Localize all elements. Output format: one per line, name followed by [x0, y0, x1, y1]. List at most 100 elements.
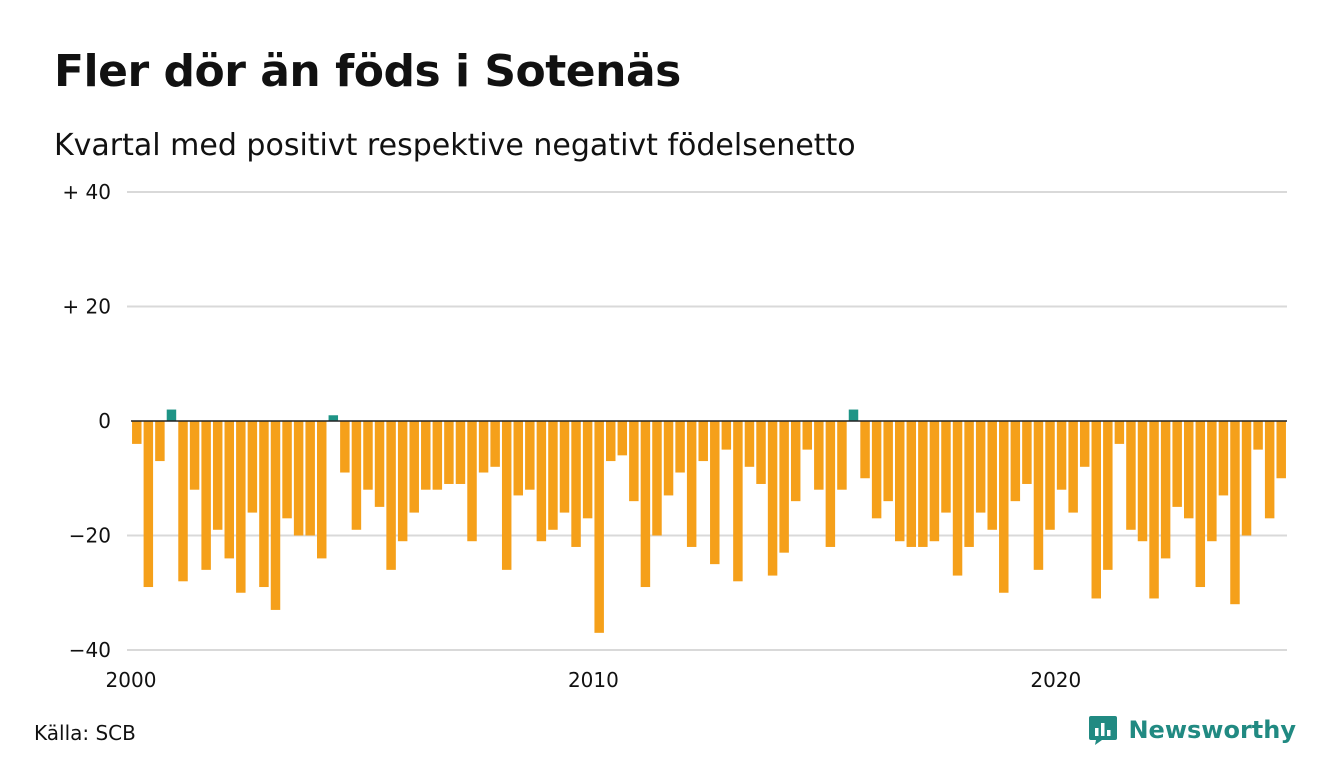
bar: [1160, 421, 1171, 559]
bar: [536, 421, 547, 542]
bar: [513, 421, 523, 496]
bar: [837, 421, 847, 490]
bar: [617, 421, 628, 456]
bar: [1253, 421, 1263, 450]
chart-subtitle: Kvartal med positivt respektive negativt…: [54, 128, 856, 163]
bar: [756, 421, 766, 484]
bar: [999, 421, 1009, 593]
bar: [409, 421, 419, 513]
bar: [975, 421, 986, 513]
bar: [548, 421, 558, 530]
bar: [166, 409, 177, 421]
bar: [432, 421, 443, 490]
bar: [1068, 421, 1078, 513]
bar: [305, 421, 315, 536]
bar: [444, 421, 454, 484]
bar: [1195, 421, 1206, 588]
bar: [1022, 421, 1032, 484]
bar: [1172, 421, 1182, 507]
bar: [178, 421, 188, 582]
bar: [559, 421, 570, 513]
bar: [224, 421, 234, 559]
x-tick-label: 2010: [568, 668, 619, 692]
bar: [686, 421, 697, 547]
bar: [652, 421, 662, 536]
bar: [848, 409, 859, 421]
bar: [201, 421, 211, 570]
bar: [952, 421, 963, 576]
bar: [675, 421, 685, 473]
bar: [606, 421, 616, 462]
bar: [1033, 421, 1044, 570]
bar: [1184, 421, 1194, 519]
bar: [1079, 421, 1090, 467]
bar: [328, 415, 339, 421]
bar: [941, 421, 951, 513]
newsworthy-logo-icon: [1089, 716, 1118, 745]
bar: [467, 421, 477, 542]
bar: [363, 421, 373, 490]
bar: [1149, 421, 1159, 599]
bar: [1207, 421, 1217, 542]
bar: [721, 421, 732, 450]
bar: [1276, 421, 1286, 479]
y-tick-label: + 20: [62, 295, 111, 319]
bar: [155, 421, 165, 462]
bar: [1091, 421, 1101, 599]
bar: [1114, 421, 1125, 444]
bar: [259, 421, 269, 588]
bar: [744, 421, 755, 467]
bar: [640, 421, 651, 588]
bar: [490, 421, 500, 467]
bar: [189, 421, 200, 490]
source-note: Källa: SCB: [34, 721, 136, 745]
bar: [871, 421, 882, 519]
axes: + 40 + 20 0 −20 −40 2000 2010 2020: [62, 180, 1287, 692]
bar: [525, 421, 535, 490]
bar: [1218, 421, 1229, 496]
bar: [1137, 421, 1148, 542]
bar: [594, 421, 604, 633]
y-tick-label: −20: [69, 524, 111, 548]
bar: [478, 421, 489, 473]
bar: [779, 421, 789, 553]
bar: [629, 421, 639, 502]
bar: [1264, 421, 1275, 519]
bar: [1045, 421, 1055, 530]
bar: [212, 421, 223, 530]
brand-name: Newsworthy: [1128, 716, 1296, 744]
bar: [825, 421, 836, 547]
bar: [802, 421, 812, 450]
bar: [132, 421, 142, 444]
bar: [860, 421, 870, 479]
bar: [964, 421, 974, 547]
bar: [317, 421, 327, 559]
bar: [698, 421, 708, 462]
bar: [282, 421, 292, 519]
bar: [767, 421, 778, 576]
bar: [1056, 421, 1067, 490]
y-tick-label: 0: [98, 409, 111, 433]
y-tick-label: −40: [69, 638, 111, 662]
bar: [790, 421, 801, 502]
bar: [270, 421, 281, 610]
chart-title: Fler dör än föds i Sotenäs: [54, 46, 681, 97]
bar: [582, 421, 593, 519]
x-tick-label: 2000: [106, 668, 157, 692]
bar: [814, 421, 824, 490]
bar: [374, 421, 385, 507]
bar: [247, 421, 258, 513]
bar: [918, 421, 928, 547]
bar: [663, 421, 674, 496]
bar: [501, 421, 512, 570]
bars: [132, 409, 1286, 633]
bar: [386, 421, 396, 570]
bar: [883, 421, 893, 502]
bar: [143, 421, 154, 588]
bar: [293, 421, 304, 536]
bar: [340, 421, 350, 473]
bar: [987, 421, 997, 530]
bar: [895, 421, 905, 542]
brand-logo[interactable]: Newsworthy: [1088, 714, 1296, 746]
bar: [571, 421, 581, 547]
